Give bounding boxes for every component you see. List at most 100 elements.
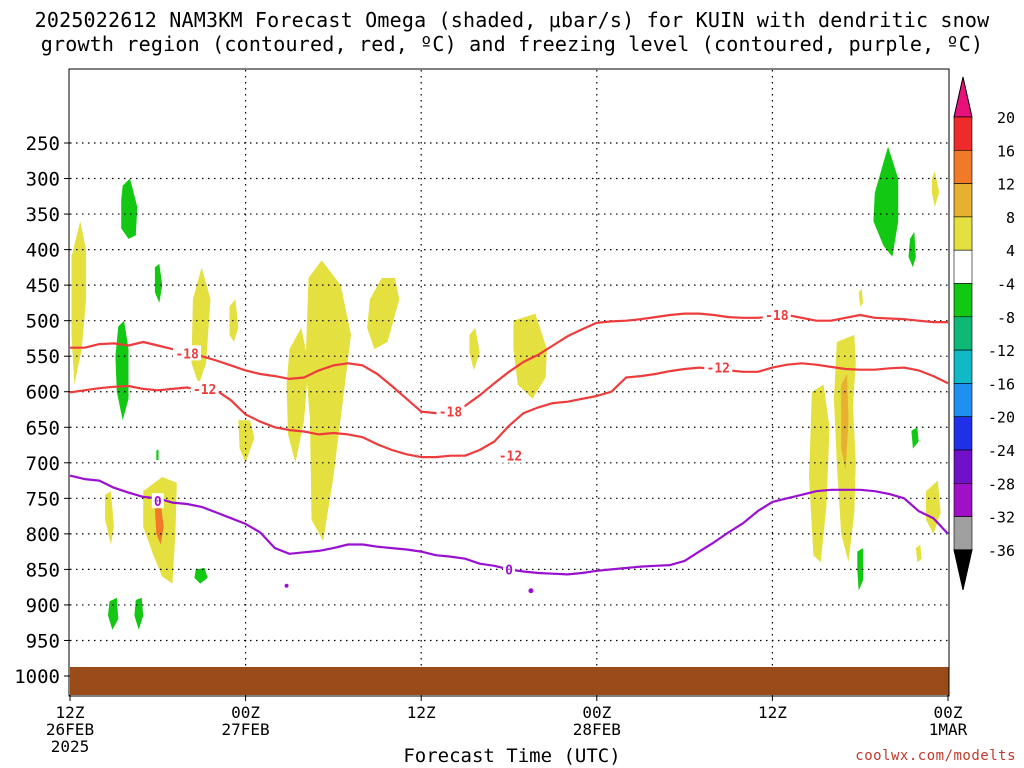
contour-label-7: 0 (505, 563, 513, 578)
omega-region-26 (911, 427, 919, 449)
contour-label-bg-7 (503, 561, 515, 577)
colorbar-label-3: 8 (1006, 209, 1015, 227)
omega-region-27 (857, 548, 864, 591)
colorbar-bin-3 (953, 183, 973, 218)
colorbar-label-4: 4 (1006, 242, 1015, 260)
omega-region-15 (194, 568, 208, 584)
contour-label-bg-5 (762, 306, 791, 322)
ground-surface (70, 667, 949, 695)
plot-frame (68, 68, 950, 697)
omega-region-3 (154, 263, 163, 303)
y-axis: 250 300 350 400 450 500 550 600 650 700 750 800 850 9… (14, 133, 70, 688)
contour-label-bg-4 (704, 359, 733, 375)
omega-region-7 (305, 260, 351, 541)
contour-line-m18-0 (70, 312, 948, 415)
colorbar-bin-6 (953, 283, 973, 318)
omega-region-18 (873, 146, 899, 257)
omega-region-20 (908, 231, 916, 268)
y-tick-label-900: 900 (26, 595, 60, 617)
colorbar-label-10: -24 (988, 442, 1015, 460)
chart-title-line-1: 2025022612 NAM3KM Forecast Omega (shaded… (34, 8, 990, 32)
y-tick-label-300: 300 (26, 169, 60, 191)
omega-region-28 (858, 288, 864, 307)
source-watermark: coolwx.com/modelts (855, 748, 1016, 764)
colorbar-label-1: 16 (997, 142, 1015, 160)
x-tick-label-36-0: 00Z (582, 703, 611, 722)
y-tick-label-500: 500 (26, 311, 60, 333)
omega-region-11 (105, 491, 114, 545)
colorbar-bottom-arrow (953, 549, 973, 591)
colorbar-bin-11 (953, 449, 973, 484)
contour-labels-layer: -18 -12 -18 -12 -12 -18 0 0 (151, 306, 791, 578)
contour-label-bg-2 (436, 403, 465, 419)
x-tick-label-0-2: 2025 (51, 737, 90, 756)
omega-region-14 (513, 313, 547, 399)
colorbar-bin-5 (953, 249, 973, 284)
colorbar-bin-12 (953, 482, 973, 517)
y-tick-label-450: 450 (26, 275, 60, 297)
x-tick-label-12-1: 27FEB (222, 720, 270, 739)
colorbar-label-7: -12 (988, 342, 1015, 360)
colorbar-bin-7 (953, 316, 973, 351)
colorbar-label-9: -20 (988, 409, 1015, 427)
omega-region-19 (931, 171, 940, 207)
y-tick-label-350: 350 (26, 204, 60, 226)
colorbar-label-13: -36 (988, 542, 1015, 560)
colorbar-bin-9 (953, 383, 973, 417)
omega-region-6 (286, 327, 309, 463)
contour-label-4: -12 (707, 362, 730, 377)
contour-label-bg-1 (190, 380, 219, 396)
omega-region-25 (915, 544, 922, 563)
contour-label-3: -12 (499, 450, 522, 465)
omega-region-16 (108, 597, 119, 630)
colorbar-label-8: -16 (988, 375, 1015, 393)
y-tick-label-550: 550 (26, 346, 60, 368)
y-tick-label-400: 400 (26, 240, 60, 262)
contour-label-bg-0 (173, 345, 202, 361)
freezing-level-dot (528, 588, 534, 594)
colorbar-bin-10 (953, 416, 973, 451)
contour-label-bg-6 (151, 493, 164, 509)
x-tick-label-60-1: 1MAR (929, 720, 968, 739)
y-tick-label-750: 750 (26, 488, 60, 510)
chart-title-line-2: growth region (contoured, red, ºC) and f… (40, 32, 984, 56)
omega-region-1 (121, 178, 138, 239)
y-tick-label-850: 850 (26, 559, 60, 581)
colorbar-bin-13 (953, 516, 973, 551)
y-tick-label-600: 600 (26, 382, 60, 404)
x-tick-label-60-0: 00Z (934, 703, 963, 722)
y-tick-label-950: 950 (26, 630, 60, 652)
colorbar: 20 16 12 8 4 -4 -8 -12 -16 -20 -24 -28 -32 -36 (953, 76, 1015, 591)
omega-region-29 (156, 449, 159, 460)
colorbar-bin-2 (953, 150, 973, 184)
omega-region-5 (229, 299, 239, 342)
freezing-level-dot-2 (284, 583, 289, 588)
colorbar-label-11: -28 (988, 475, 1015, 493)
x-tick-label-0-0: 12Z (56, 703, 85, 722)
contour-label-1: -12 (193, 383, 216, 398)
x-tick-label-12-0: 00Z (231, 703, 260, 722)
x-axis-label: Forecast Time (UTC) (403, 745, 621, 767)
y-tick-label-650: 650 (26, 417, 60, 439)
omega-region-12 (238, 420, 255, 463)
contour-label-0: -18 (175, 347, 199, 362)
colorbar-label-5: -4 (997, 276, 1015, 294)
omega-region-17 (134, 597, 144, 630)
x-tick-label-36-1: 28FEB (573, 720, 621, 739)
contour-label-6: 0 (154, 495, 162, 510)
contour-label-5: -18 (765, 309, 789, 324)
x-tick-label-24-0: 12Z (407, 703, 436, 722)
omega-region-8 (367, 278, 400, 350)
x-tick-label-48-0: 12Z (758, 703, 787, 722)
y-tick-label-250: 250 (26, 133, 60, 155)
colorbar-label-12: -32 (988, 509, 1015, 527)
omega-region-0 (71, 221, 87, 385)
colorbar-bin-4 (953, 216, 973, 251)
contour-label-bg-3 (496, 447, 525, 463)
omega-region-22 (841, 374, 849, 470)
colorbar-label-2: 12 (997, 176, 1015, 194)
y-tick-label-700: 700 (26, 453, 60, 475)
colorbar-top-arrow (953, 76, 973, 118)
